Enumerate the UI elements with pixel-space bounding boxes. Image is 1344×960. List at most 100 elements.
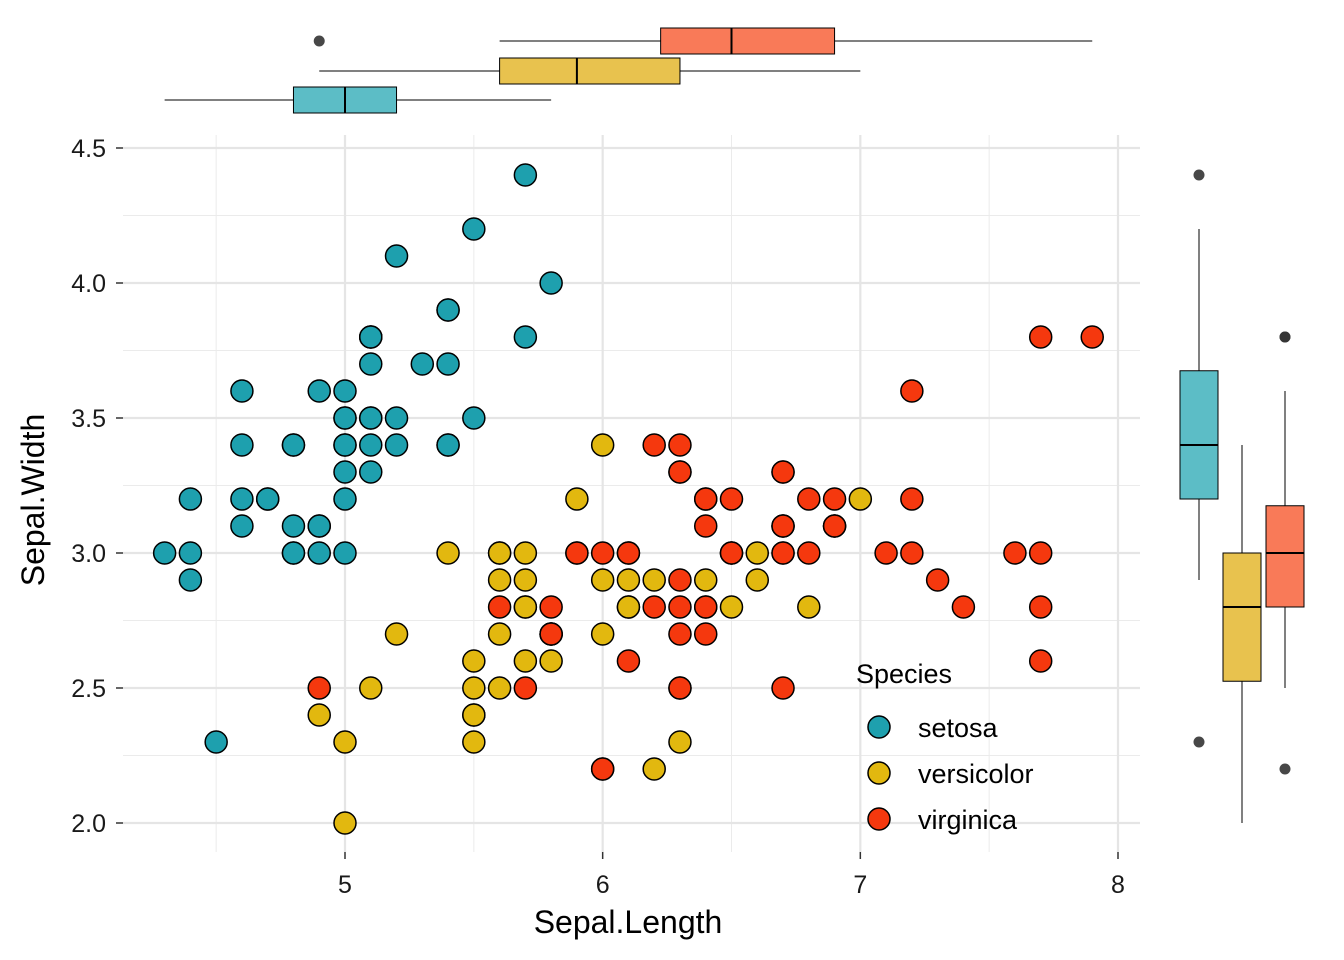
scatter-point-setosa xyxy=(513,163,538,187)
scatter-point-virginica xyxy=(1028,325,1053,349)
scatter-point-versicolor xyxy=(616,595,641,619)
scatter-point-virginica xyxy=(668,676,692,700)
scatter-point-versicolor xyxy=(487,676,512,700)
right-marginal-boxplots xyxy=(1179,169,1305,823)
scatter-point-virginica xyxy=(668,433,692,457)
scatter-point-setosa xyxy=(152,541,177,565)
scatter-point-setosa xyxy=(333,433,357,457)
scatter-point-versicolor xyxy=(513,541,538,565)
scatter-point-setosa xyxy=(359,352,383,376)
scatter-point-virginica xyxy=(513,676,538,700)
scatter-point-setosa xyxy=(436,298,460,322)
right-boxplot-outlier-setosa xyxy=(1193,736,1205,748)
scatter-point-setosa xyxy=(359,460,383,484)
legend-items: setosa versicolor virginica xyxy=(867,713,1034,835)
legend-title: Species xyxy=(856,659,952,689)
scatter-point-virginica xyxy=(719,541,744,565)
scatter-point-setosa xyxy=(281,514,306,538)
y-tick-label: 2.5 xyxy=(71,675,106,703)
scatter-point-setosa xyxy=(359,325,383,349)
scatter-point-virginica xyxy=(693,487,718,511)
scatter-point-virginica xyxy=(693,622,718,646)
scatter-point-virginica xyxy=(900,487,924,511)
scatter-point-virginica xyxy=(822,514,847,538)
legend-key-setosa xyxy=(867,715,891,739)
scatter-point-setosa xyxy=(436,433,460,457)
scatter-point-setosa xyxy=(462,406,486,430)
scatter-point-setosa xyxy=(384,244,409,268)
axes: 5 6 7 8 2.0 2.5 3.0 3.5 4.0 4.5 xyxy=(71,135,1125,899)
scatter-point-versicolor xyxy=(745,568,770,592)
scatter-point-virginica xyxy=(487,595,512,619)
scatter-point-versicolor xyxy=(719,595,744,619)
scatter-point-setosa xyxy=(359,433,383,457)
scatter-point-setosa xyxy=(230,487,254,511)
scatter-point-setosa xyxy=(178,541,203,565)
right-boxplot-box-setosa xyxy=(1179,370,1219,500)
x-tick-label: 5 xyxy=(338,871,352,899)
scatter-points xyxy=(152,163,1104,835)
scatter-point-setosa xyxy=(513,325,538,349)
scatter-point-versicolor xyxy=(333,811,357,835)
scatter-point-setosa xyxy=(178,487,203,511)
scatter-point-versicolor xyxy=(359,676,383,700)
legend: Species setosa versicolor virginica xyxy=(856,659,1034,835)
scatter-point-setosa xyxy=(230,379,254,403)
y-tick-label: 2.0 xyxy=(71,810,106,838)
scatter-point-setosa xyxy=(410,352,435,376)
scatter-point-versicolor xyxy=(333,730,357,754)
scatter-point-virginica xyxy=(1003,541,1027,565)
scatter-point-versicolor xyxy=(590,568,615,592)
scatter-point-virginica xyxy=(539,622,563,646)
scatter-point-virginica xyxy=(1080,325,1104,349)
scatter-point-setosa xyxy=(384,433,409,457)
scatter-point-virginica xyxy=(1028,541,1053,565)
scatter-point-versicolor xyxy=(590,433,615,457)
scatter-point-virginica xyxy=(771,541,795,565)
y-tick-label: 4.5 xyxy=(71,135,106,163)
scatter-point-setosa xyxy=(462,217,486,241)
scatter-point-versicolor xyxy=(565,487,589,511)
scatter-point-virginica xyxy=(668,568,692,592)
y-tick-label: 3.5 xyxy=(71,405,106,433)
scatter-point-setosa xyxy=(255,487,280,511)
legend-key-versicolor xyxy=(867,761,891,785)
scatter-point-virginica xyxy=(539,595,563,619)
scatter-point-virginica xyxy=(771,460,795,484)
scatter-point-setosa xyxy=(204,730,228,754)
scatter-point-virginica xyxy=(771,676,795,700)
y-axis-title: Sepal.Width xyxy=(15,414,51,587)
scatter-point-setosa xyxy=(281,433,306,457)
x-tick-label: 7 xyxy=(853,871,867,899)
scatter-point-virginica xyxy=(771,514,795,538)
scatter-point-virginica xyxy=(900,541,924,565)
scatter-point-versicolor xyxy=(668,730,692,754)
scatter-point-virginica xyxy=(307,676,331,700)
top-boxplot-box-versicolor xyxy=(499,57,681,85)
top-boxplot-outlier-virginica xyxy=(313,35,325,47)
scatter-point-setosa xyxy=(539,271,563,295)
scatter-point-virginica xyxy=(590,541,615,565)
scatter-point-virginica xyxy=(668,460,692,484)
y-tick-label: 3.0 xyxy=(71,540,106,568)
scatter-point-setosa xyxy=(384,406,409,430)
scatter-point-versicolor xyxy=(745,541,770,565)
scatter-point-versicolor xyxy=(462,703,486,727)
scatter-point-versicolor xyxy=(462,649,486,673)
scatter-point-virginica xyxy=(797,487,821,511)
y-tick-label: 4.0 xyxy=(71,270,106,298)
right-boxplot-outlier-virginica xyxy=(1279,331,1291,343)
scatter-point-versicolor xyxy=(513,568,538,592)
scatter-point-virginica xyxy=(668,595,692,619)
right-boxplot-outlier-virginica xyxy=(1279,763,1291,775)
scatter-point-setosa xyxy=(333,541,357,565)
scatter-point-setosa xyxy=(178,568,203,592)
scatter-point-versicolor xyxy=(487,622,512,646)
scatter-point-versicolor xyxy=(462,676,486,700)
scatter-point-versicolor xyxy=(616,568,641,592)
scatter-point-setosa xyxy=(307,514,331,538)
scatter-point-setosa xyxy=(230,514,254,538)
scatter-point-versicolor xyxy=(642,757,666,781)
scatter-point-setosa xyxy=(333,487,357,511)
